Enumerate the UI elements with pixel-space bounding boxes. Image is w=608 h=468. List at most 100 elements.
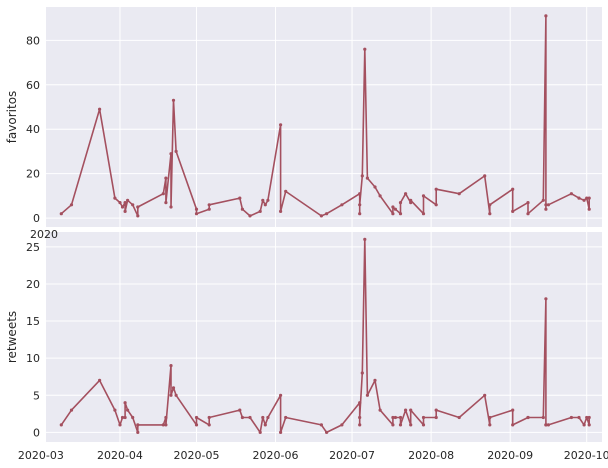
data-point <box>488 415 492 420</box>
data-point <box>398 201 403 205</box>
data-point <box>194 212 199 216</box>
data-point <box>358 203 362 207</box>
data-point <box>360 174 364 178</box>
favoritos-series-points <box>59 14 591 218</box>
data-point <box>194 207 199 211</box>
data-point <box>126 408 130 412</box>
data-point <box>240 415 244 420</box>
data-point <box>238 196 242 200</box>
data-point <box>169 393 173 397</box>
data-point <box>120 205 125 209</box>
data-point <box>161 192 165 196</box>
data-point <box>266 415 270 420</box>
data-point <box>421 415 426 420</box>
x-tick-label: 2020-07 <box>329 449 375 462</box>
y-tick-label: 20 <box>26 278 40 291</box>
data-point <box>284 415 288 420</box>
data-point <box>421 423 426 427</box>
data-point <box>363 47 367 51</box>
y-tick-label: 10 <box>26 352 40 365</box>
data-point <box>585 415 589 420</box>
data-point <box>123 201 127 205</box>
data-point <box>261 415 265 420</box>
data-point <box>378 194 382 198</box>
data-point <box>391 205 395 209</box>
data-point <box>373 378 377 382</box>
data-point <box>174 149 178 153</box>
data-point <box>120 415 125 420</box>
data-point <box>363 237 367 241</box>
data-point <box>240 207 244 211</box>
data-point <box>577 196 581 200</box>
data-point <box>263 423 267 427</box>
data-point <box>544 14 548 18</box>
retweets-series-points <box>59 237 591 434</box>
data-point <box>483 393 487 397</box>
y-tick-label: 15 <box>26 315 40 328</box>
data-point <box>434 187 438 191</box>
data-point <box>511 423 515 427</box>
data-point <box>546 423 551 427</box>
data-point <box>409 423 413 427</box>
data-point <box>263 203 267 207</box>
data-point <box>123 415 127 420</box>
retweets-x-tick-labels: 2020-03 2020-04 2020-05 2020-06 2020-07 2020-… <box>18 449 608 462</box>
data-point <box>582 423 586 427</box>
retweets-plot-background <box>46 232 602 442</box>
favoritos-panel: 0 20 40 60 80 favoritos <box>5 7 602 227</box>
data-point <box>544 423 548 427</box>
data-point <box>358 401 362 405</box>
x-tick-label: 2020-03 <box>18 449 64 462</box>
data-point <box>404 192 408 196</box>
data-point <box>391 415 395 420</box>
data-point <box>113 408 117 412</box>
data-point <box>164 176 168 180</box>
data-point <box>136 430 140 434</box>
data-point <box>207 207 211 211</box>
data-point <box>360 371 364 375</box>
data-point <box>577 415 581 420</box>
data-point <box>398 423 403 427</box>
data-point <box>131 415 135 420</box>
data-point <box>279 393 283 397</box>
data-point <box>123 209 127 213</box>
data-point <box>123 401 127 405</box>
data-point <box>544 297 548 301</box>
data-point <box>398 415 403 420</box>
data-point <box>136 214 140 218</box>
data-point <box>378 408 382 412</box>
favoritos-y-tick-labels: 0 20 40 60 80 <box>26 34 40 225</box>
retweets-y-tick-labels: 0 5 10 15 20 25 <box>26 241 40 440</box>
data-point <box>118 201 122 205</box>
data-point <box>59 212 63 216</box>
data-point <box>69 203 74 207</box>
data-point <box>511 408 515 412</box>
data-point <box>526 201 530 205</box>
data-point <box>511 187 515 191</box>
data-point <box>131 203 135 207</box>
data-point <box>541 415 545 420</box>
data-point <box>434 415 438 420</box>
data-point <box>488 423 492 427</box>
data-point <box>325 430 329 434</box>
y-tick-label: 80 <box>26 34 40 47</box>
data-point <box>98 107 102 111</box>
y-tick-label: 0 <box>33 426 40 439</box>
data-point <box>587 415 591 420</box>
data-point <box>161 423 165 427</box>
data-point <box>319 214 323 218</box>
data-point <box>404 408 408 412</box>
data-point <box>113 196 117 200</box>
data-point <box>59 423 63 427</box>
data-point <box>238 408 242 412</box>
data-point <box>358 212 362 216</box>
data-point <box>488 212 492 216</box>
data-point <box>587 207 591 211</box>
data-point <box>587 423 591 427</box>
data-point <box>365 176 369 180</box>
data-point <box>207 415 211 420</box>
data-point <box>279 123 283 127</box>
data-point <box>393 415 397 420</box>
